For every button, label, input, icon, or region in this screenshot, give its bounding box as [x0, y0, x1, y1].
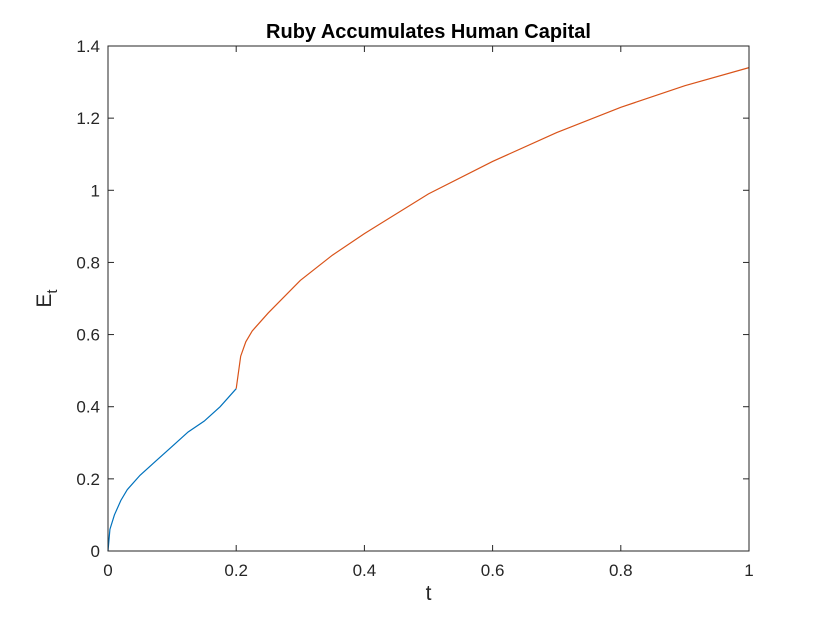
ticks-layer: 0 0.2 0.4 0.6 0.8 1 0 0.2 0.4 0.6 0.8 1 1.2 1.4: [76, 37, 753, 580]
series-line-1: [107, 388, 237, 552]
chart-title: Ruby Accumulates Human Capital: [266, 21, 591, 43]
y-tick-label: 0.2: [76, 470, 100, 489]
y-axis-label-group: Et: [33, 289, 61, 308]
y-tick-label: 0.4: [76, 398, 100, 417]
y-tick-label: 1.4: [76, 37, 100, 56]
y-tick-label: 0.6: [76, 326, 100, 345]
x-tick-label: 0.2: [224, 561, 248, 580]
x-tick-label: 1: [744, 561, 753, 580]
x-tick-label: 0: [103, 561, 112, 580]
y-axis-label-subscript: t: [44, 289, 61, 294]
y-axis-label-main: E: [33, 294, 56, 308]
series-layer: [107, 67, 750, 552]
x-tick-label: 0.4: [353, 561, 377, 580]
y-tick-label: 0.8: [76, 253, 100, 272]
y-tick-label: 1.2: [76, 109, 100, 128]
plot-area: [108, 46, 749, 551]
x-tick-label: 0.6: [481, 561, 505, 580]
y-tick-label: 0: [91, 542, 100, 561]
x-tick-label: 0.8: [609, 561, 633, 580]
series-line-2: [235, 67, 750, 389]
axes-box: [107, 45, 750, 552]
x-axis-label: t: [426, 582, 432, 605]
y-axis-label: Et: [33, 289, 61, 308]
y-tick-label: 1: [91, 181, 100, 200]
